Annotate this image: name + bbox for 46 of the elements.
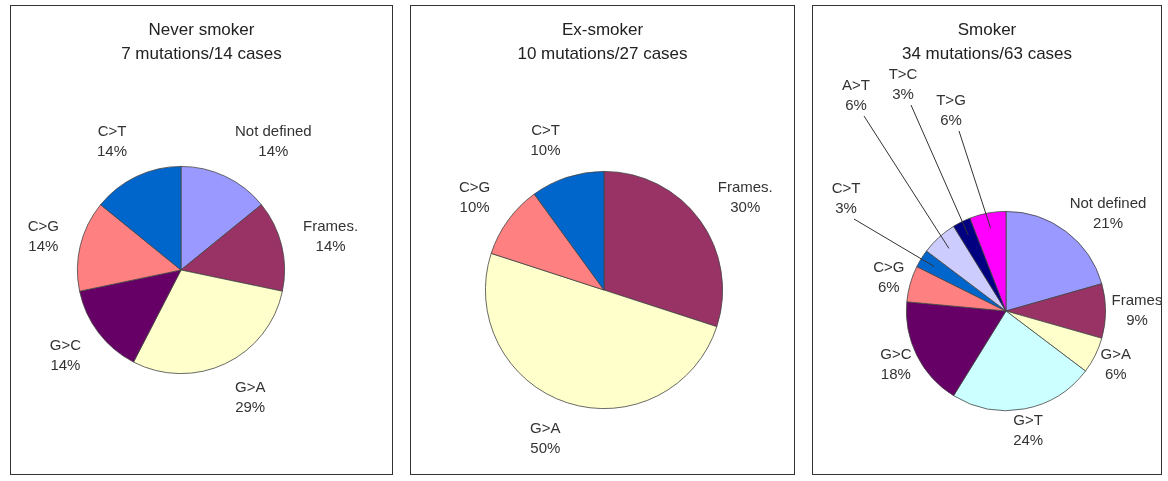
data-label: 14% [315,236,346,254]
chart-title: Ex-smoker [561,20,644,39]
slice-label: Frames. [303,216,359,234]
slice-label: G>A [1100,345,1131,363]
slice-label: G>C [880,345,912,363]
slice-label: T>G [936,91,966,109]
slice-label: G>A [234,378,266,395]
data-label: 14% [258,142,289,160]
slice-label: Frames [1111,291,1163,309]
slice-label: Frames. [717,178,773,196]
data-label: 9% [1126,311,1148,329]
data-label: 6% [877,277,900,295]
slice-label: C>G [873,257,905,275]
data-label: 29% [235,398,266,415]
slice-label: A>T [842,76,870,94]
slice-label: Not defined [234,122,312,140]
chart-subtitle: 34 mutations/63 cases [901,44,1073,63]
slice-label: T>C [888,65,918,83]
slice-label: C>T [831,179,861,197]
data-label: 6% [1104,365,1127,383]
data-label: 3% [835,199,857,217]
chart-title: Smoker [957,20,1017,39]
chart-subtitle: 7 mutations/14 cases [121,44,282,63]
chart-subtitle: 10 mutations/27 cases [517,44,688,63]
data-label: 24% [1013,430,1044,448]
data-label: 21% [1092,214,1124,232]
slice-label: G>T [1013,410,1043,428]
slice-label: C>G [27,216,59,234]
slice-label: C>T [531,121,560,139]
data-label: 10% [459,198,490,216]
data-label: 3% [892,85,914,103]
data-label: 6% [845,96,867,114]
data-label: 14% [28,236,59,254]
data-label: 6% [940,111,962,129]
data-label: 10% [530,141,561,159]
slice-label: C>G [458,178,491,196]
data-label: 14% [96,142,128,160]
slice-label: Not defined [1069,194,1147,212]
slice-label: G>C [49,335,82,353]
slice-label: G>A [530,419,561,437]
slice-label: C>T [97,122,127,140]
data-label: 50% [530,439,561,457]
data-label: 30% [730,198,761,216]
data-label: 14% [50,355,81,373]
chart-title: Never smoker [148,20,255,39]
data-label: 18% [880,365,911,383]
